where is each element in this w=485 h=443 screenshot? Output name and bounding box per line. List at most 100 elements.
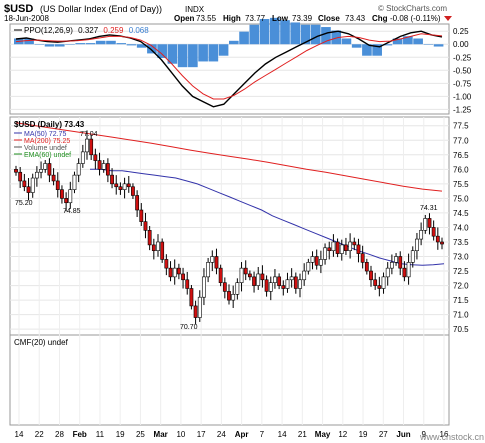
x-tick-label: 21: [298, 430, 307, 439]
candle-body: [318, 259, 323, 266]
x-tick-label: 19: [359, 430, 368, 439]
candle-body: [440, 241, 444, 245]
candle-body: [373, 279, 378, 286]
price-label: $USD (Daily) 73.43: [14, 120, 85, 129]
candle-body: [202, 276, 206, 298]
candle-body: [22, 180, 27, 188]
candle-body: [105, 163, 110, 176]
ppo-label: PPO(12,26,9): [24, 26, 73, 35]
candle-body: [389, 262, 394, 269]
ppo-tick-label: 0.00: [453, 40, 469, 49]
candle-body: [423, 218, 428, 231]
candle-body: [369, 270, 373, 281]
candle-body: [381, 276, 386, 289]
price-tick-label: 71.0: [453, 311, 469, 320]
candle-body: [256, 273, 261, 286]
x-tick-label: Feb: [73, 430, 87, 439]
candle-body: [235, 282, 240, 295]
ma50-line: [90, 168, 445, 266]
annotation-high: 77.04: [80, 131, 98, 138]
candle-body: [218, 267, 223, 283]
ppo-histogram-bar: [331, 30, 342, 45]
watermark: www.cnstock.cn: [419, 432, 484, 442]
candle-body: [135, 195, 140, 211]
candle-body: [331, 241, 336, 252]
candle-body: [176, 267, 181, 275]
ppo-histogram-bar: [54, 44, 65, 47]
ppo-histogram-bar: [310, 24, 321, 45]
ppo-histogram-bar: [208, 44, 219, 62]
candle-body: [339, 244, 344, 254]
candle-body: [18, 171, 23, 182]
candle-body: [243, 267, 248, 275]
ppo-histogram-bar: [300, 24, 311, 45]
price-tick-label: 73.0: [453, 253, 469, 262]
candle-body: [289, 276, 294, 281]
ppo-tick-label: -0.50: [453, 66, 472, 75]
chart-date: 18-Jun-2008: [4, 14, 49, 23]
candle-body: [189, 288, 194, 307]
candle-body: [214, 256, 219, 269]
candle-body: [210, 256, 215, 263]
price-tick-label: 71.5: [453, 296, 469, 305]
ppo-histogram-bar: [126, 44, 137, 46]
candle-body: [39, 169, 43, 173]
grid-lines: [10, 30, 449, 425]
x-tick-label: May: [315, 430, 331, 439]
x-tick-label: 7: [260, 430, 265, 439]
candle-body: [181, 273, 185, 281]
ppo-histogram-bar: [372, 44, 382, 56]
price-tick-label: 74.0: [453, 223, 469, 232]
x-tick-label: 28: [55, 430, 64, 439]
ppo-histogram-bar: [249, 24, 260, 45]
ppo-histogram-bar: [362, 44, 372, 56]
ppo-histogram-bar: [351, 44, 362, 48]
candle-body: [268, 282, 273, 292]
x-tick-label: 17: [197, 430, 206, 439]
candle-body: [260, 273, 265, 281]
candle-body: [93, 154, 98, 161]
x-tick-label: Jun: [396, 430, 410, 439]
candle-body: [143, 221, 148, 231]
ppo-histogram-bar: [321, 27, 331, 45]
open-value: 73.55: [196, 14, 217, 23]
ppo-value3: 0.068: [129, 26, 150, 35]
candle-body: [302, 270, 307, 281]
candle-body: [435, 235, 440, 243]
price-tick-label: 76.0: [453, 165, 469, 174]
candle-body: [172, 267, 177, 278]
x-tick-label: 11: [96, 430, 105, 439]
x-tick-label: 25: [136, 430, 145, 439]
candle-body: [431, 227, 436, 237]
x-tick-label: 27: [379, 430, 388, 439]
candle-body: [80, 151, 85, 164]
brand-logo: © StockCharts.com: [378, 4, 447, 13]
ppo-histogram-bar: [229, 40, 239, 45]
exchange: INDX: [185, 5, 205, 14]
candle-body: [277, 276, 282, 286]
low-label: Low: [272, 14, 289, 23]
candle-body: [114, 183, 119, 188]
candle-body: [306, 262, 311, 272]
candle-body: [314, 256, 319, 266]
cmf-label: CMF(20) undef: [14, 338, 69, 347]
candle-body: [293, 276, 298, 289]
candle-body: [285, 279, 290, 289]
candle-body: [352, 241, 357, 246]
svg-text:PPO(12,26,9) 0.327 0.2: PPO(12,26,9) 0.327 0.259 0.068: [24, 26, 149, 35]
x-tick-label: 14: [278, 430, 287, 439]
ppo-histogram-bar: [188, 44, 198, 68]
candle-body: [402, 267, 407, 278]
candle-body: [97, 160, 102, 170]
candle-body: [76, 163, 81, 176]
x-tick-label: 12: [338, 430, 347, 439]
ppo-line: [15, 30, 443, 108]
legend-item: Volume undef: [24, 145, 67, 152]
candle-body: [415, 238, 419, 252]
open-label: Open: [174, 14, 195, 23]
ppo-tick-label: -0.25: [453, 53, 472, 62]
candle-body: [206, 262, 211, 278]
candle-body: [239, 267, 244, 283]
candle-body: [118, 186, 123, 190]
